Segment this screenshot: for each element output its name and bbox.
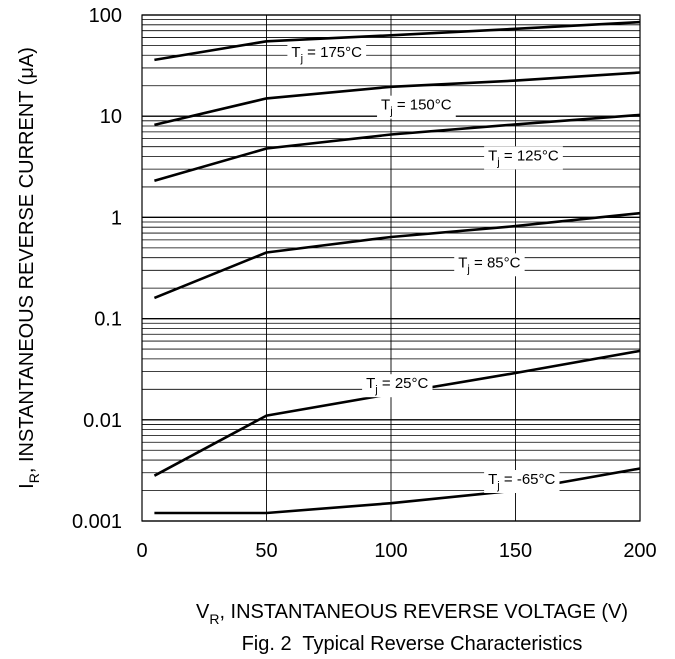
- series-line: [153, 349, 641, 477]
- curve-label-background: [484, 470, 560, 494]
- grid: [141, 14, 641, 522]
- curve-label: Tj = 25°C: [362, 374, 433, 398]
- curve-label-background: [484, 146, 563, 170]
- x-axis-title: VR, INSTANTANEOUS REVERSE VOLTAGE (V): [196, 601, 628, 627]
- series-line: [154, 20, 641, 62]
- curve-label: Tj = 85°C: [454, 253, 525, 277]
- y-tick-label: 0.001: [72, 511, 122, 533]
- curve-label-text: Tj = 125°C: [488, 147, 559, 168]
- plot-frame: [141, 14, 641, 522]
- curve-label-background: [287, 43, 367, 67]
- curve-label-background: [362, 374, 433, 398]
- curve-label-text: Tj = 175°C: [291, 44, 362, 65]
- curve-label-text: Tj = 25°C: [366, 375, 428, 396]
- curves: [153, 20, 641, 515]
- x-tick-label: 0: [136, 540, 147, 562]
- x-tick-label: 50: [255, 540, 277, 562]
- curve-label: Tj = 150°C: [377, 95, 456, 119]
- series-line: [154, 113, 641, 183]
- curve-label: Tj = -65°C: [484, 470, 560, 494]
- y-axis-title: IR, INSTANTANEOUS REVERSE CURRENT (μA): [16, 47, 42, 489]
- tick-labels: 0 50 100 150 200 0.001 0.01 0.1 1 10 100: [72, 5, 657, 562]
- y-tick-label: 0.1: [94, 309, 122, 331]
- figure-caption: Fig. 2 Typical Reverse Characteristics: [242, 633, 583, 655]
- curve-labels: Tj = 175°C Tj = 150°C Tj = 125°C Tj = 85°C T…: [287, 43, 563, 494]
- y-tick-label: 100: [89, 5, 122, 27]
- curve-label-text: Tj = -65°C: [488, 471, 555, 492]
- series-line: [154, 71, 641, 127]
- series-line: [153, 211, 641, 300]
- y-tick-label: 1: [111, 207, 122, 229]
- curve-label-background: [454, 253, 525, 277]
- x-tick-label: 200: [623, 540, 656, 562]
- curve-label: Tj = 175°C: [287, 43, 367, 67]
- curve-label-background: [377, 95, 456, 119]
- x-tick-label: 100: [374, 540, 407, 562]
- curve-label: Tj = 125°C: [484, 146, 563, 170]
- x-tick-label: 150: [499, 540, 532, 562]
- curve-label-text: Tj = 85°C: [458, 254, 520, 275]
- curve-label-text: Tj = 150°C: [381, 97, 452, 118]
- y-tick-label: 10: [100, 106, 122, 128]
- y-tick-label: 0.01: [83, 410, 122, 432]
